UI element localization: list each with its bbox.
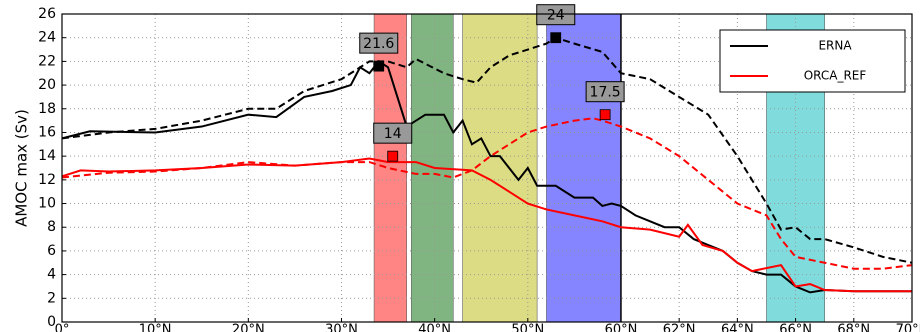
- y-tick-label: 14: [38, 148, 56, 164]
- series-line: [61, 117, 913, 270]
- y-tick-label: 18: [38, 101, 56, 117]
- series-line: [61, 157, 912, 293]
- y-tick-label: 10: [38, 196, 56, 212]
- annotation-box: [359, 32, 399, 54]
- y-tick-label: 26: [38, 6, 56, 22]
- annotation-label: 24: [547, 8, 565, 24]
- annotation-label: 14: [384, 126, 402, 142]
- annotation-label: 21.6: [363, 36, 394, 52]
- x-tick-label: 30°N: [325, 323, 358, 332]
- legend-label: ORCA_REF: [804, 69, 867, 83]
- plot-frame: [61, 13, 913, 323]
- annotation-box: [536, 4, 576, 26]
- x-tick-label: 10°N: [139, 323, 172, 332]
- x-tick-label: 70°N: [896, 323, 920, 332]
- y-tick-label: 24: [38, 30, 56, 46]
- region-band: [546, 13, 622, 323]
- x-tick-label: 66°N: [779, 323, 812, 332]
- y-tick-label: 8: [47, 219, 56, 235]
- y-tick-label: 16: [38, 124, 56, 140]
- y-tick-label: 22: [38, 53, 56, 69]
- x-tick-label: 68°N: [837, 323, 870, 332]
- y-tick-label: 0: [47, 314, 56, 330]
- region-band: [462, 13, 538, 323]
- x-tick-label: 62°N: [663, 323, 696, 332]
- x-tick-label: 20°N: [232, 323, 265, 332]
- y-tick-label: 4: [47, 267, 56, 283]
- annotation-marker: [387, 150, 399, 162]
- x-tick-label: 40°N: [418, 323, 451, 332]
- x-tick-label: 0°: [55, 323, 70, 332]
- y-tick-label: 2: [47, 290, 56, 306]
- y-tick-label: 6: [47, 243, 56, 259]
- x-tick-label: 64°N: [721, 323, 754, 332]
- annotation-marker: [599, 109, 611, 121]
- legend-label: ERNA: [818, 39, 852, 53]
- annotation-box: [585, 81, 625, 103]
- annotation-label: 17.5: [590, 85, 621, 101]
- series-line: [61, 36, 913, 264]
- annotation-box: [373, 122, 413, 144]
- y-axis-label: AMOC max (Sv): [13, 109, 31, 227]
- annotation-marker: [373, 60, 385, 72]
- x-tick-label: 60°N: [605, 323, 638, 332]
- x-tick-label: 50°N: [511, 323, 544, 332]
- legend-box: [719, 29, 906, 93]
- annotation-marker: [550, 32, 562, 44]
- y-tick-label: 12: [38, 172, 56, 188]
- y-tick-label: 20: [38, 77, 56, 93]
